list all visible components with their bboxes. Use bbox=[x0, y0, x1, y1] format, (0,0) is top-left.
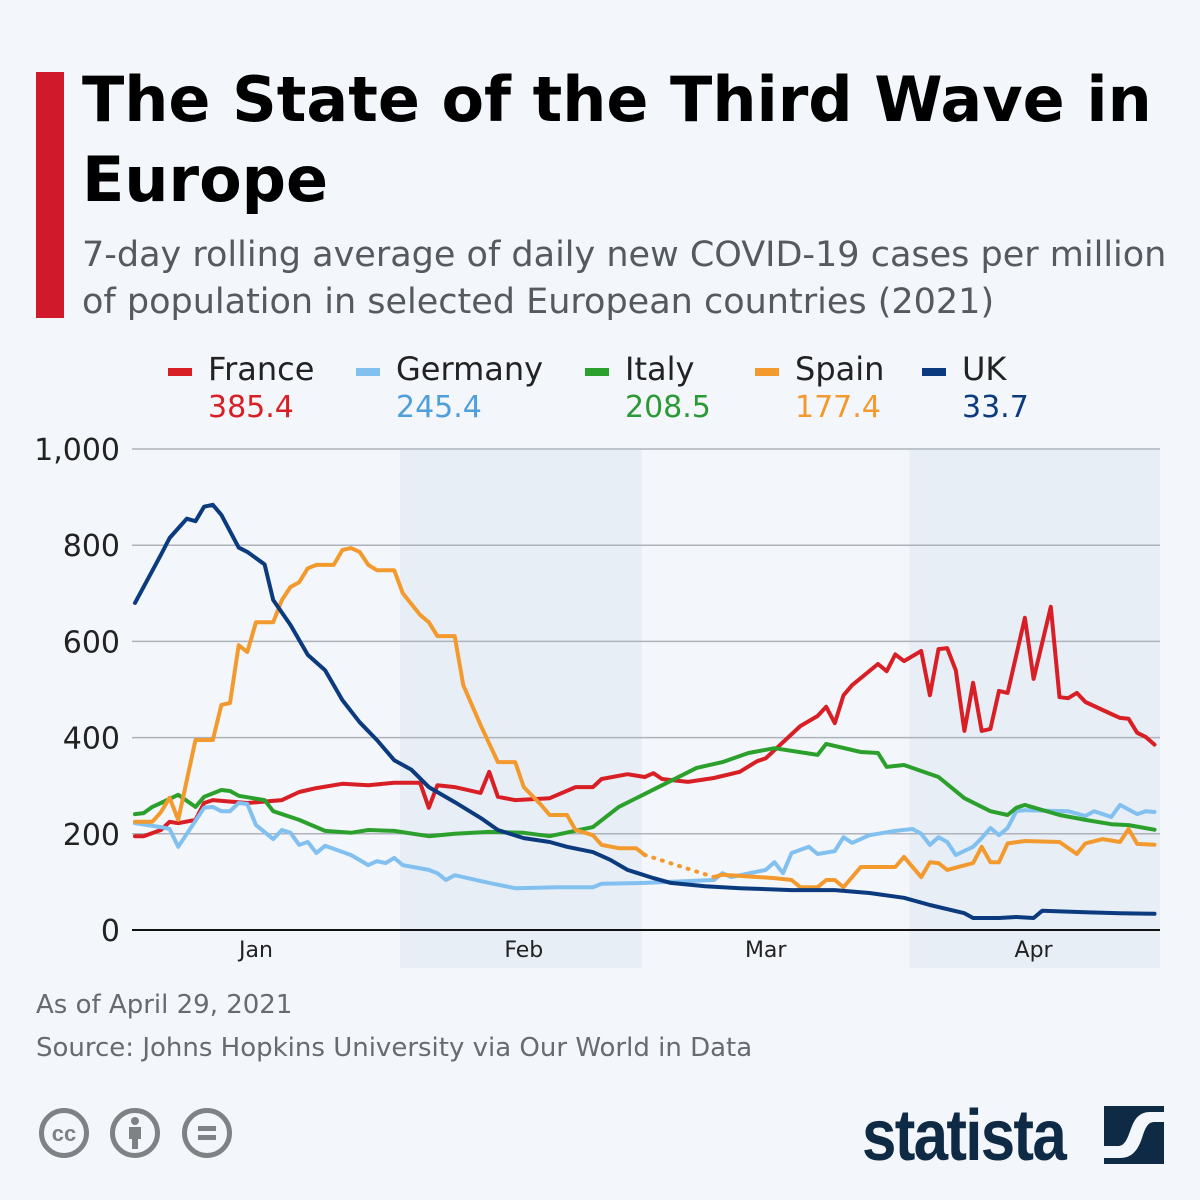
legend-swatch bbox=[168, 368, 192, 376]
legend-label: Italy bbox=[625, 350, 695, 388]
y-tick-label: 600 bbox=[63, 625, 120, 660]
legend-label: UK bbox=[962, 350, 1007, 388]
attribution-icon[interactable] bbox=[109, 1107, 161, 1159]
legend-latest-value: 385.4 bbox=[208, 390, 294, 425]
y-tick-label: 400 bbox=[63, 722, 120, 757]
no-derivatives-icon[interactable] bbox=[181, 1107, 233, 1159]
x-tick-label: Jan bbox=[237, 938, 273, 963]
series-line-france bbox=[133, 604, 1157, 839]
legend-latest-value: 208.5 bbox=[625, 390, 711, 425]
x-tick-label: Apr bbox=[1015, 938, 1054, 963]
legend-swatch bbox=[585, 368, 609, 376]
series-line-spain bbox=[711, 827, 1157, 890]
legend-label: Spain bbox=[795, 350, 885, 388]
accent-bar bbox=[36, 72, 64, 318]
series-line-germany bbox=[133, 801, 1157, 891]
series-line-italy bbox=[133, 741, 1157, 839]
legend-label: Germany bbox=[396, 350, 544, 388]
svg-text:cc: cc bbox=[52, 1121, 76, 1146]
legend-swatch bbox=[356, 368, 380, 376]
legend-label: France bbox=[208, 350, 315, 388]
legend-swatch bbox=[922, 368, 946, 376]
month-band-apr bbox=[909, 449, 1160, 968]
series-line-spain bbox=[133, 546, 647, 857]
y-tick-label: 200 bbox=[63, 818, 120, 853]
y-tick-label: 0 bbox=[101, 914, 120, 949]
as-of-date: As of April 29, 2021 bbox=[36, 990, 293, 1020]
statista-logo[interactable]: statista bbox=[862, 1096, 1067, 1176]
series-spain-gap-line bbox=[642, 852, 716, 880]
legend-latest-value: 33.7 bbox=[962, 390, 1029, 425]
page-title: The State of the Third Wave in Europe bbox=[82, 63, 1152, 216]
statista-logo-icon bbox=[1104, 1106, 1164, 1164]
x-tick-label: Feb bbox=[504, 938, 543, 963]
series-line-uk bbox=[133, 502, 1157, 920]
chart-subtitle: 7-day rolling average of daily new COVID… bbox=[82, 235, 1167, 322]
y-tick-label: 1,000 bbox=[34, 433, 120, 468]
y-tick-label: 800 bbox=[63, 529, 120, 564]
cc-icon[interactable]: cc bbox=[38, 1107, 90, 1159]
source-note: Source: Johns Hopkins University via Our… bbox=[36, 1033, 753, 1063]
legend-latest-value: 177.4 bbox=[795, 390, 881, 425]
legend-swatch bbox=[755, 368, 779, 376]
legend-latest-value: 245.4 bbox=[396, 390, 482, 425]
month-band-feb bbox=[399, 449, 642, 968]
x-tick-label: Mar bbox=[745, 938, 787, 963]
